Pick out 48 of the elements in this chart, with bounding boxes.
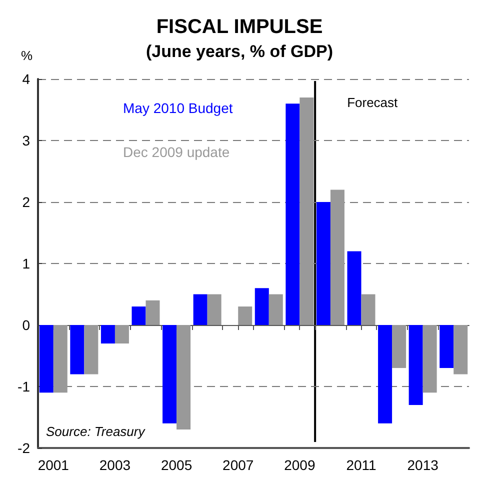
x-tick-label: 2001 — [38, 457, 70, 473]
bar — [53, 325, 68, 393]
x-tick-label: 2003 — [99, 457, 131, 473]
y-tick-label: 2 — [22, 194, 30, 210]
y-tick-label: 3 — [22, 132, 30, 148]
bar — [440, 325, 454, 368]
bar — [100, 325, 115, 344]
y-tick-label: 0 — [22, 317, 30, 333]
bar — [408, 325, 423, 405]
bar — [316, 202, 330, 325]
bar — [114, 325, 129, 344]
bar — [378, 325, 392, 424]
x-tick-label: 2009 — [284, 457, 316, 473]
bar — [39, 325, 54, 393]
x-tick-label: 2005 — [160, 457, 192, 473]
x-tick-label: 2011 — [346, 457, 377, 473]
x-tick-label: 2007 — [222, 457, 254, 473]
y-axis-title: % — [21, 48, 33, 63]
text: Dec 2009 update — [123, 144, 230, 160]
y-tick-label: 4 — [22, 71, 30, 87]
bar — [300, 97, 314, 325]
bar — [454, 325, 468, 374]
y-tick-label: -2 — [18, 440, 30, 456]
ref-line-label: Forecast — [347, 95, 398, 110]
bar — [268, 294, 283, 325]
bar — [238, 306, 252, 325]
bar — [347, 251, 362, 325]
bar — [176, 325, 191, 430]
bar — [330, 190, 344, 325]
bar — [193, 294, 208, 325]
text: May 2010 Budget — [123, 100, 233, 116]
bar — [146, 300, 160, 325]
bar — [422, 325, 437, 393]
chart-subtitle: (June years, % of GDP) — [146, 42, 334, 61]
chart-title: FISCAL IMPULSE — [156, 16, 323, 38]
bar — [207, 294, 222, 325]
y-tick-label: 1 — [22, 256, 30, 272]
bar — [361, 294, 376, 325]
bar — [392, 325, 406, 368]
bar — [84, 325, 98, 374]
bar — [286, 104, 300, 325]
bar — [254, 288, 269, 325]
x-tick-label: 2013 — [407, 457, 439, 473]
bar — [70, 325, 84, 374]
bar — [162, 325, 177, 424]
y-tick-label: -1 — [18, 378, 30, 394]
bar — [132, 306, 146, 325]
annotation: Source: Treasury — [46, 424, 146, 439]
